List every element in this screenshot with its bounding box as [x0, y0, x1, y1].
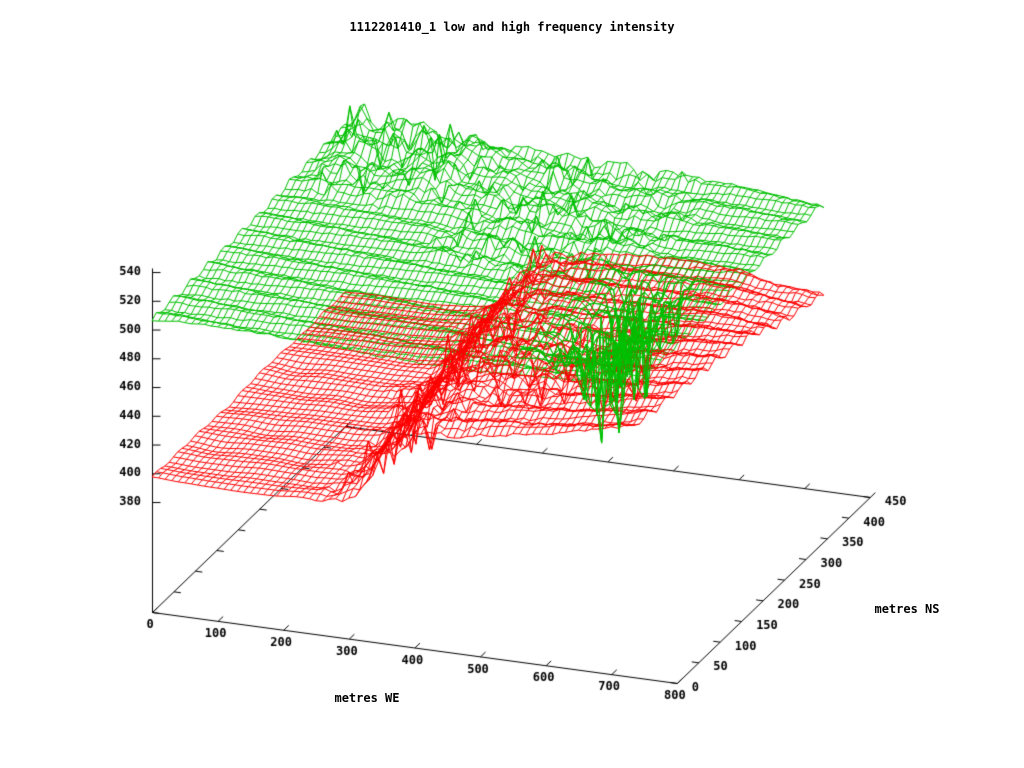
y-axis-label: metres NS	[874, 602, 940, 616]
x-axis-label: metres WE	[334, 691, 400, 705]
chart-title: 1112201410_1 low and high frequency inte…	[349, 20, 675, 34]
